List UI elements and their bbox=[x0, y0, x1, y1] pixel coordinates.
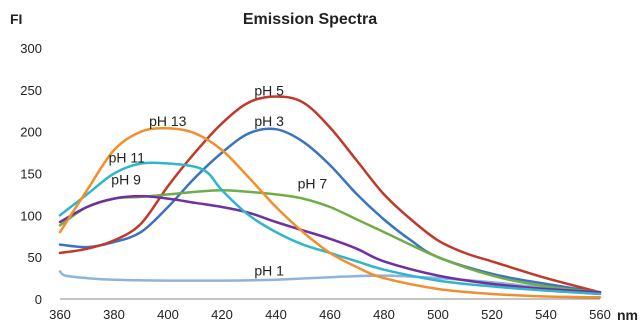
series-line-ph-9 bbox=[58, 194, 602, 294]
series-lines bbox=[58, 95, 602, 299]
x-tick-label: 520 bbox=[481, 307, 503, 322]
x-tick-label: 500 bbox=[427, 307, 449, 322]
y-tick-label: 250 bbox=[20, 83, 42, 98]
y-tick-label: 0 bbox=[35, 292, 42, 307]
series-label-ph-1: pH 1 bbox=[254, 263, 284, 279]
x-tick-label: 460 bbox=[319, 307, 341, 322]
series-label-ph-11: pH 11 bbox=[109, 150, 146, 166]
series-line-ph-11 bbox=[58, 161, 602, 296]
y-tick-label: 50 bbox=[28, 250, 42, 265]
series-line-ph-5 bbox=[58, 95, 602, 294]
x-tick-label: 380 bbox=[103, 307, 125, 322]
x-axis-label: nm bbox=[617, 307, 638, 323]
x-tick-labels: 360 380 400 420 440 460 480 500 520 540 560 bbox=[49, 307, 611, 322]
series-label-ph-13: pH 13 bbox=[149, 113, 187, 129]
series-label-ph-7: pH 7 bbox=[298, 176, 328, 192]
series-label-ph-5: pH 5 bbox=[254, 83, 284, 99]
series-line-ph-1 bbox=[58, 270, 602, 294]
x-tick-label: 420 bbox=[211, 307, 233, 322]
x-tick-label: 440 bbox=[265, 307, 287, 322]
chart-title: Emission Spectra bbox=[243, 11, 377, 28]
series-labels: pH 1 pH 3 pH 5 pH 7 pH 9 pH 11 pH 13 bbox=[109, 83, 328, 279]
series-label-ph-3: pH 3 bbox=[254, 113, 284, 129]
y-tick-label: 100 bbox=[20, 208, 42, 223]
y-tick-label: 150 bbox=[20, 167, 42, 182]
series-label-ph-9: pH 9 bbox=[111, 171, 141, 187]
y-tick-labels: 0 50 100 150 200 250 300 bbox=[20, 41, 42, 307]
y-tick-label: 300 bbox=[20, 41, 42, 56]
x-tick-label: 540 bbox=[535, 307, 557, 322]
y-axis-label: FI bbox=[10, 11, 22, 27]
x-tick-label: 360 bbox=[49, 307, 71, 322]
x-tick-label: 560 bbox=[589, 307, 611, 322]
x-tick-label: 480 bbox=[373, 307, 395, 322]
series-line-ph-13 bbox=[58, 126, 602, 299]
y-tick-label: 200 bbox=[20, 125, 42, 140]
x-tick-label: 400 bbox=[157, 307, 179, 322]
